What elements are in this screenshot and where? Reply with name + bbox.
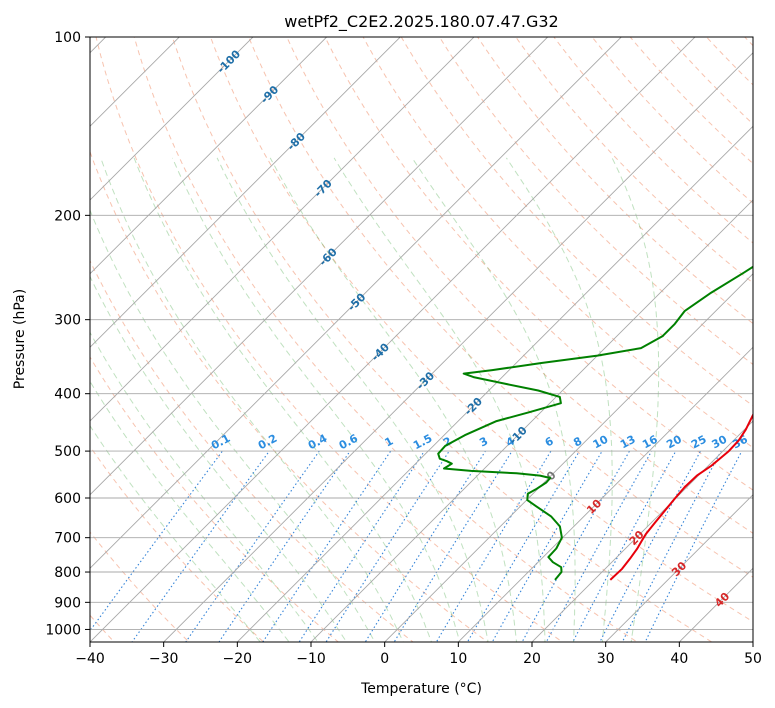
mixing-ratio-line xyxy=(644,450,743,642)
moist-adiabat xyxy=(90,275,347,642)
isotherm xyxy=(90,37,401,348)
profile-line xyxy=(437,265,753,581)
dry-adiabat xyxy=(95,37,564,642)
mixing-ratio-line xyxy=(435,450,552,642)
y-tick-label: 100 xyxy=(54,30,81,46)
mixing-ratio-line xyxy=(364,450,486,642)
y-tick-label: 200 xyxy=(54,208,81,224)
mixing-ratio-line xyxy=(466,450,580,642)
y-tick-label: 600 xyxy=(54,491,81,507)
moist-adiabat xyxy=(505,157,613,642)
x-tick-label: −20 xyxy=(223,651,253,667)
dry-adiabat xyxy=(90,259,414,642)
isotherm xyxy=(236,125,753,642)
moist-adiabat xyxy=(411,157,576,642)
y-tick-label: 800 xyxy=(54,565,81,581)
mixing-ratio-line xyxy=(491,450,603,642)
moist-adiabat xyxy=(90,424,261,642)
dry-adiabat xyxy=(438,37,753,366)
mixing-ratio-line xyxy=(572,450,677,642)
y-tick-label: 500 xyxy=(54,444,81,460)
chart-title: wetPf2_C2E2.2025.180.07.47.G32 xyxy=(284,12,558,32)
dry-adiabat xyxy=(90,445,265,642)
moist-adiabat xyxy=(611,157,660,642)
dry-adiabat xyxy=(770,24,775,666)
dry-adiabat xyxy=(171,37,713,642)
plot-background xyxy=(90,37,753,642)
y-tick-label: 1000 xyxy=(45,622,81,638)
mixing-ratio-line xyxy=(262,450,392,642)
dry-adiabat xyxy=(90,150,489,642)
dry-adiabat xyxy=(400,37,753,407)
x-tick-label: 20 xyxy=(523,651,541,667)
y-tick-label: 300 xyxy=(54,313,81,329)
moist-adiabat xyxy=(216,157,489,642)
mixing-ratio-label: 13 xyxy=(618,433,638,452)
moist-adiabat xyxy=(171,157,461,642)
mixing-ratio-label: 16 xyxy=(640,433,660,452)
isotherm xyxy=(90,37,549,496)
dry-adiabat xyxy=(133,37,638,642)
dry-adiabat xyxy=(515,37,753,284)
y-tick-label: 900 xyxy=(54,595,81,611)
mixing-ratio-label: 30 xyxy=(710,433,730,452)
dry-adiabat xyxy=(324,37,753,491)
moist-adiabat xyxy=(333,157,546,642)
x-tick-label: 30 xyxy=(597,651,615,667)
plot-frame xyxy=(89,36,754,643)
isotherm xyxy=(457,346,753,642)
isotherm xyxy=(90,37,475,422)
dry-adiabat xyxy=(476,37,753,325)
moist-adiabat xyxy=(90,331,319,642)
y-tick-label: 700 xyxy=(54,531,81,547)
isotherm xyxy=(90,37,254,201)
x-tick-label: 0 xyxy=(380,651,389,667)
profiles xyxy=(437,265,753,581)
isotherm xyxy=(605,494,753,642)
x-tick-label: 50 xyxy=(744,651,762,667)
isotherm xyxy=(384,273,753,642)
isotherm xyxy=(310,199,753,642)
mixing-ratio-line xyxy=(131,450,270,642)
moist-adiabat xyxy=(90,208,376,642)
dry-adiabat xyxy=(248,37,753,578)
x-tick-label: −40 xyxy=(75,651,105,667)
dry-adiabat xyxy=(90,531,190,642)
moist-adiabat xyxy=(133,157,433,642)
isotherm xyxy=(163,52,753,642)
isotherm xyxy=(90,37,696,642)
profile-line xyxy=(609,412,753,581)
x-tick-label: −30 xyxy=(149,651,179,667)
dry-adiabat xyxy=(210,37,753,623)
isotherm xyxy=(90,37,328,275)
mixing-ratio-label: 25 xyxy=(689,433,709,452)
dry-adiabat xyxy=(629,37,753,165)
mixing-ratio-line xyxy=(621,450,722,642)
mixing-ratio-line xyxy=(325,450,450,642)
dry-adiabat xyxy=(362,37,753,449)
y-axis: 100 200 300 400 500 600 700 800 900 1000 xyxy=(45,30,90,638)
isotherm xyxy=(531,420,753,642)
mixing-ratio-label: 10 xyxy=(591,433,611,452)
moist-adiabat xyxy=(100,157,404,642)
x-tick-label: −10 xyxy=(296,651,326,667)
x-tick-label: 10 xyxy=(449,651,467,667)
isotherm xyxy=(90,37,622,569)
x-tick-label: 40 xyxy=(670,651,688,667)
x-axis: −40 −30 −20 −10 0 10 20 30 40 50 xyxy=(75,642,762,667)
dry-adiabat xyxy=(286,37,753,534)
grid xyxy=(90,37,753,642)
y-axis-label: Pressure (hPa) xyxy=(12,289,28,389)
dry-adiabat xyxy=(0,24,60,666)
mixing-ratio-line xyxy=(545,450,653,642)
x-axis-label: Temperature (°C) xyxy=(360,681,482,697)
mixing-ratio-label: 20 xyxy=(664,433,684,452)
y-tick-label: 400 xyxy=(54,387,81,403)
moist-adiabat xyxy=(90,380,290,642)
mixing-ratio-label: 36 xyxy=(730,433,750,452)
mixing-ratio-line xyxy=(393,450,513,642)
